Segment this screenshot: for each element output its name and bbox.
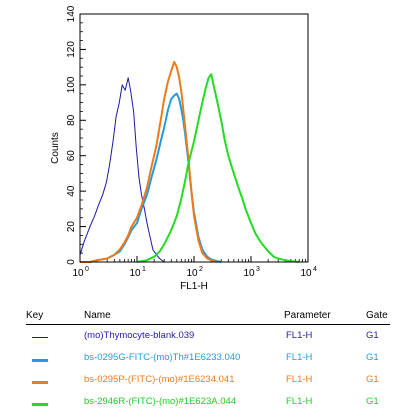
legend-gate: G1 [366,352,379,363]
x-tick-label: 10 [243,268,255,279]
legend-header-name: Name [84,310,111,321]
legend-header-gate: Gate [366,310,388,321]
x-tick-exponent: 1 [142,266,146,273]
x-tick-exponent: 0 [85,266,89,273]
legend-row: (mo)Thymocyte-blank.039 FL1-H G1 [0,328,400,348]
legend-parameter: FL1-H [286,330,313,341]
x-tick-exponent: 3 [256,266,260,273]
legend-header-rule [26,324,390,325]
legend-gate: G1 [366,374,379,385]
x-tick-label: 10 [129,268,141,279]
legend-name: bs-2946R-(FITC)-(mo)#1E623A.044 [84,396,237,407]
x-axis-label: FL1-H [180,281,208,292]
legend-swatch [32,359,48,362]
y-tick-label: 60 [66,150,77,162]
y-tick-label: 20 [66,221,77,233]
legend-swatch [32,337,48,338]
legend-swatch [32,403,48,406]
y-tick-label: 40 [66,185,77,197]
legend-gate: G1 [366,330,379,341]
legend-header-key: Key [26,310,44,321]
x-tick-exponent: 4 [313,266,317,273]
series-line-3 [80,60,218,263]
series-line-2 [80,92,222,263]
series-line-1 [79,77,165,263]
x-tick-label: 10 [300,268,312,279]
legend-parameter: FL1-H [286,374,313,385]
y-axis-label: Counts [50,132,61,164]
y-tick-label: 80 [66,114,77,126]
legend-name: bs-0295G-FITC-(mo)Th#1E6233.040 [84,352,241,363]
y-tick-label: 0 [66,259,77,265]
legend-row: bs-0295P-(FITC)-(mo)#1E6234.041 FL1-H G1 [0,372,400,392]
x-tick-label: 10 [72,268,84,279]
legend-name: bs-0295P-(FITC)-(mo)#1E6234.041 [84,374,235,385]
legend-gate: G1 [366,396,379,407]
y-tick-label: 140 [66,5,77,22]
legend-row: bs-0295G-FITC-(mo)Th#1E6233.040 FL1-H G1 [0,350,400,370]
legend-name: (mo)Thymocyte-blank.039 [84,330,195,341]
x-tick-exponent: 2 [199,266,203,273]
series-line-4 [136,73,300,263]
legend-parameter: FL1-H [286,396,313,407]
legend-header-parameter: Parameter [284,310,331,321]
legend-parameter: FL1-H [286,352,313,363]
y-tick-label: 120 [66,41,77,58]
plot-frame [79,13,309,263]
series-lines [79,60,300,263]
legend-row: bs-2946R-(FITC)-(mo)#1E623A.044 FL1-H G1 [0,394,400,414]
legend-swatch [32,381,48,384]
y-tick-label: 100 [66,76,77,93]
x-tick-label: 10 [186,268,198,279]
